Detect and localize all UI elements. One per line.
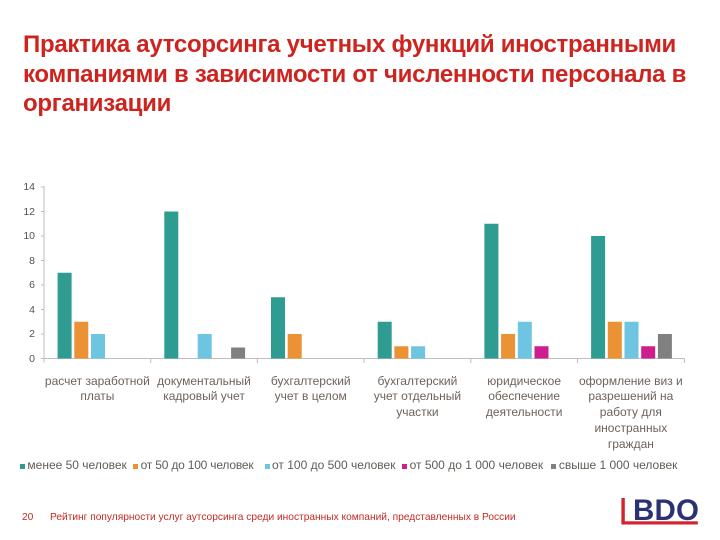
svg-text:BDO: BDO [633, 494, 699, 527]
